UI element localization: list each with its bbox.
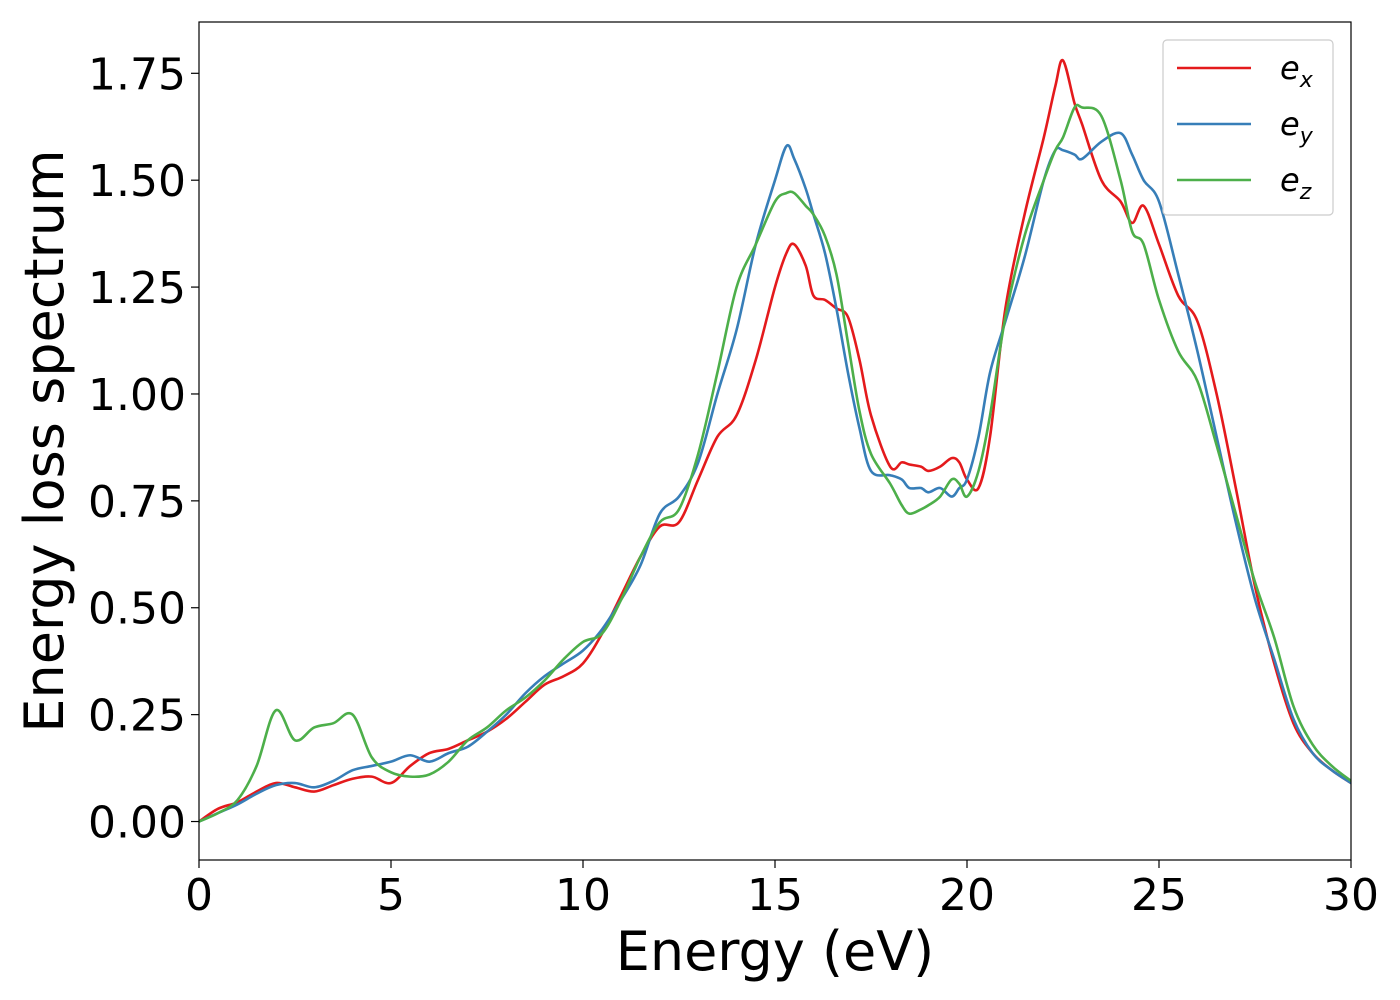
- legend-label-ez: ez: [1280, 161, 1312, 205]
- x-tick-label: 0: [185, 870, 213, 921]
- legend-label-subscript: x: [1299, 68, 1314, 93]
- y-tick-label: 1.50: [88, 156, 186, 207]
- legend-box: [1162, 39, 1334, 216]
- y-tick-label: 1.75: [88, 49, 186, 100]
- y-tick-label: 0.00: [88, 798, 186, 849]
- x-axis-label: Energy (eV): [616, 920, 935, 983]
- y-axis-label: Energy loss spectrum: [13, 149, 76, 732]
- legend-label-ey: ey: [1280, 105, 1314, 149]
- x-tick-label: 20: [939, 870, 995, 921]
- legend-label-base: e: [1280, 49, 1300, 87]
- legend-label-base: e: [1280, 105, 1300, 143]
- legend-label-subscript: y: [1299, 124, 1314, 149]
- y-tick-label: 1.00: [88, 370, 186, 421]
- legend-label-ex: ex: [1280, 49, 1314, 93]
- series-line-ex: [199, 58, 1351, 823]
- y-tick-label: 1.25: [88, 263, 186, 314]
- series-line-ey: [199, 131, 1351, 823]
- series-line-ez: [199, 103, 1351, 823]
- x-tick-label: 30: [1323, 870, 1379, 921]
- y-tick-label: 0.75: [88, 477, 186, 528]
- y-tick-label: 0.50: [88, 584, 186, 635]
- x-tick-label: 5: [377, 870, 405, 921]
- y-axis: 0.00 0.25 0.50 0.75 1.00 1.25 1.50 1.75: [88, 49, 199, 849]
- legend-label-base: e: [1280, 161, 1300, 199]
- x-tick-label: 15: [747, 870, 803, 921]
- y-tick-label: 0.25: [88, 691, 186, 742]
- x-tick-label: 10: [555, 870, 611, 921]
- x-tick-label: 25: [1131, 870, 1187, 921]
- legend-label-subscript: z: [1299, 180, 1312, 205]
- x-axis: 0 5 10 15 20 25 30: [185, 860, 1379, 921]
- series-layer: [199, 58, 1351, 823]
